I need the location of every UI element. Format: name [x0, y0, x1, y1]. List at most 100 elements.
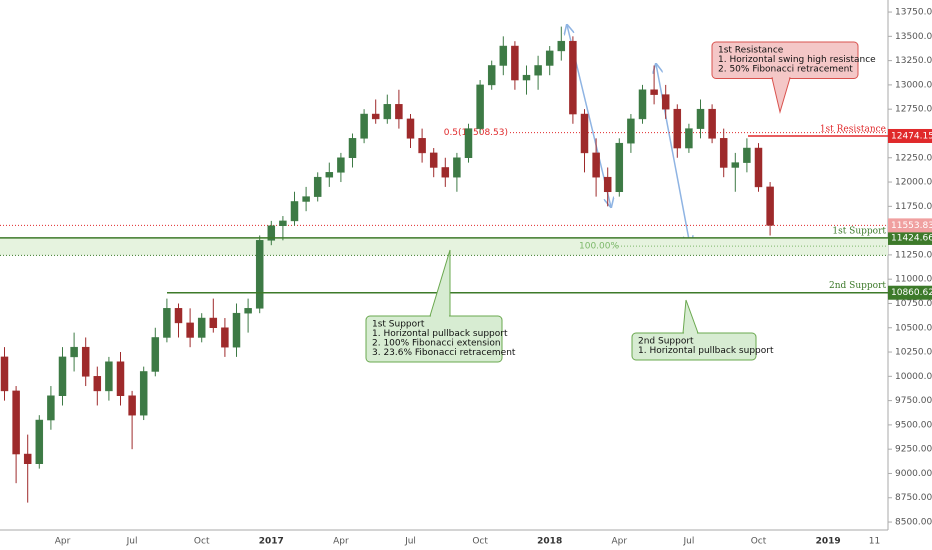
candle-body — [116, 361, 125, 397]
candle-body — [627, 118, 635, 144]
candle-body — [673, 108, 682, 149]
y-tick-label: 10500.00 — [895, 323, 932, 333]
y-tick-label: 9500.00 — [895, 420, 932, 430]
candle-body — [743, 147, 751, 163]
candle-body — [174, 308, 183, 324]
y-tick-label: 13250.00 — [895, 56, 932, 66]
y-tick-label: 8500.00 — [895, 518, 932, 528]
note-text: 1. Horizontal pullback support — [372, 329, 508, 339]
candle-body — [638, 89, 647, 120]
candle-body — [754, 147, 763, 188]
price-tag — [888, 218, 932, 233]
price-tag — [888, 128, 932, 143]
note-text: 3. 23.6% Fibonacci retracement — [372, 348, 516, 358]
note-text: 1. Horizontal swing high resistance — [718, 55, 876, 65]
candle-body — [197, 317, 206, 338]
candle-body — [418, 138, 426, 154]
x-tick-label: 2017 — [259, 537, 284, 547]
candle-body — [105, 361, 113, 392]
x-tick-label: Apr — [55, 537, 71, 547]
candle-body — [708, 108, 716, 139]
candle-body — [580, 113, 589, 154]
y-tick-label: 11750.00 — [895, 202, 932, 212]
x-tick-label: Oct — [751, 537, 767, 547]
candle-body — [453, 157, 461, 178]
support-zone — [0, 237, 888, 256]
candle-body — [592, 152, 600, 178]
candle-body — [221, 327, 229, 348]
candle-body — [290, 201, 299, 222]
level-name: 1st Resistance — [820, 124, 886, 134]
candle-body — [267, 225, 276, 241]
y-tick-label: 13750.00 — [895, 8, 932, 18]
candle-body — [731, 162, 740, 168]
candle-body — [557, 40, 566, 52]
candle-body — [499, 45, 508, 66]
y-tick-label: 10750.00 — [895, 299, 932, 309]
y-tick-label: 9000.00 — [895, 469, 932, 479]
y-tick-label: 13000.00 — [895, 80, 932, 90]
y-tick-label: 9250.00 — [895, 445, 932, 455]
candle-body — [232, 312, 241, 348]
candle-body — [0, 356, 9, 392]
x-tick-label: Apr — [612, 537, 628, 547]
candle-body — [545, 50, 554, 66]
candle-body — [23, 453, 32, 464]
level-name: 2nd Support — [829, 281, 886, 291]
candle-body — [522, 74, 531, 81]
candle-body — [569, 40, 577, 115]
candle-body — [441, 167, 450, 178]
x-tick-label: Apr — [333, 537, 349, 547]
candle-body — [371, 113, 380, 120]
y-tick-label: 10250.00 — [895, 348, 932, 358]
candle-body — [406, 118, 415, 139]
candle-body — [209, 317, 218, 329]
price-tag-label: 11553.83 — [891, 221, 932, 231]
candle-body — [58, 356, 67, 397]
candle-body — [476, 84, 484, 129]
y-tick-label: 10000.00 — [895, 372, 932, 382]
note-text: 1st Support — [372, 320, 425, 330]
candle-body — [244, 308, 252, 314]
candle-body — [534, 65, 542, 76]
x-tick-label: 2018 — [537, 537, 562, 547]
fib-label: 100.00% — [579, 242, 619, 252]
x-tick-label: 11 — [869, 537, 880, 547]
candle-body — [302, 196, 310, 202]
candle-body — [325, 172, 334, 178]
x-tick-label: Oct — [472, 537, 488, 547]
price-tag — [888, 230, 932, 245]
candle-body — [12, 390, 20, 455]
candle-body — [650, 89, 658, 95]
level-name: 1st Support — [832, 226, 886, 236]
candle-body — [685, 128, 693, 149]
y-tick-label: 12750.00 — [895, 105, 932, 115]
x-tick-label: Oct — [194, 537, 210, 547]
candle-body — [337, 157, 345, 173]
y-tick-label: 9750.00 — [895, 396, 932, 406]
y-tick-label: 12250.00 — [895, 153, 932, 163]
x-tick-label: Jul — [682, 537, 694, 547]
note-text: 2. 100% Fibonacci extension — [372, 339, 501, 349]
candle-body — [81, 346, 90, 377]
candle-body — [395, 104, 403, 120]
candle-body — [151, 337, 160, 372]
candle-body — [383, 104, 392, 120]
fib-label: 0.5(12508.53) — [444, 128, 508, 138]
x-tick-label: Jul — [126, 537, 138, 547]
price-tag-label: 12474.15 — [891, 131, 932, 141]
price-tag-label: 11424.66 — [891, 233, 932, 243]
y-tick-label: 12000.00 — [895, 178, 932, 188]
candle-body — [360, 113, 368, 139]
x-tick-label: Jul — [404, 537, 416, 547]
candle-body — [279, 220, 287, 227]
note-text: 1. Horizontal pullback support — [638, 346, 774, 356]
candle-body — [464, 128, 473, 159]
candle-body — [429, 152, 438, 168]
price-tag — [888, 285, 932, 300]
note-text: 2nd Support — [638, 337, 694, 347]
candle-body — [128, 395, 136, 416]
y-tick-label: 11250.00 — [895, 250, 932, 260]
